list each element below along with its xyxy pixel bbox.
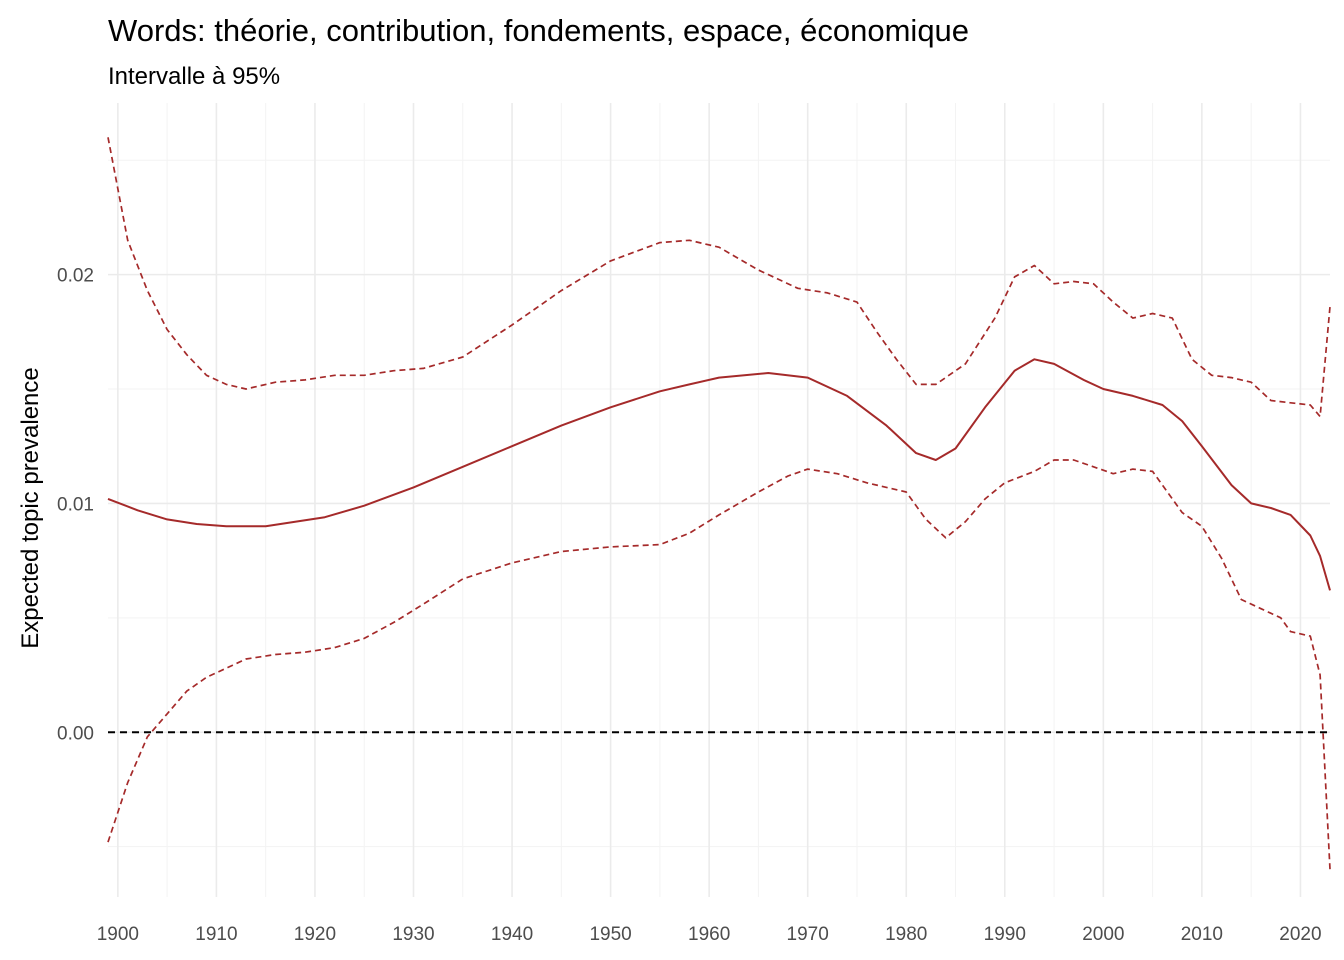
x-tick-label: 1900 [97,924,139,945]
x-tick-label: 1920 [294,924,336,945]
grid [108,103,1330,897]
chart-subtitle: Intervalle à 95% [108,63,280,90]
plot-area [107,137,1331,870]
x-tick-label: 1930 [392,924,434,945]
chart-title: Words: théorie, contribution, fondements… [108,13,969,48]
x-tick-label: 2010 [1181,924,1223,945]
ci-bound-line-1 [107,137,1331,418]
y-tick-label: 0.01 [57,494,94,515]
x-tick-label: 2020 [1279,924,1321,945]
x-tick-label: 1970 [787,924,829,945]
y-tick-label: 0.00 [57,723,94,744]
ci-bound-line-2 [107,459,1331,870]
x-tick-label: 1950 [589,924,631,945]
x-tick-label: 1960 [688,924,730,945]
x-tick-label: 1940 [491,924,533,945]
tick-labels: 1900 1910 1920 1930 1940 1950 1960 1970 1980 1990… [57,266,1322,945]
x-tick-label: 1980 [885,924,927,945]
x-tick-label: 2000 [1082,924,1124,945]
y-axis-title: Expected topic prevalence [17,367,44,649]
estimate-line [107,358,1331,591]
y-tick-label: 0.02 [57,266,94,287]
x-tick-label: 1910 [195,924,237,945]
x-tick-label: 1990 [984,924,1026,945]
